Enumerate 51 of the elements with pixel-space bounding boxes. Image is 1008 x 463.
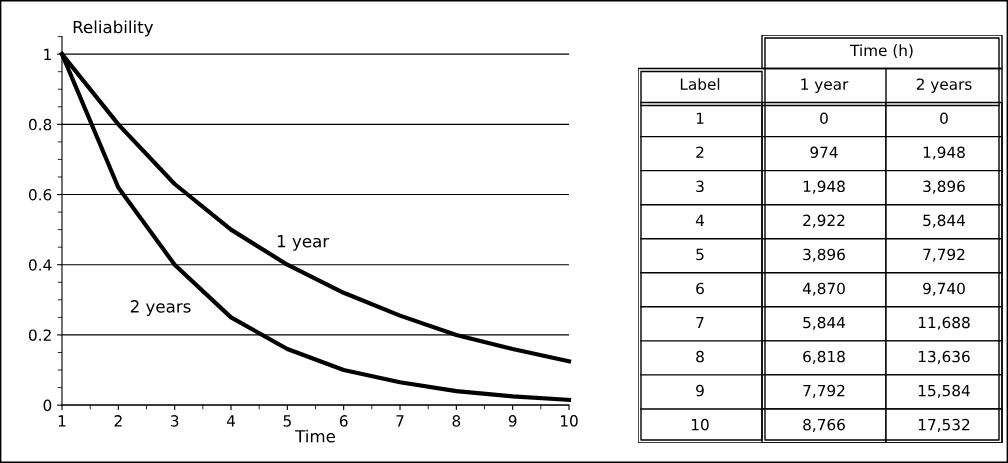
data-label: 11,688 (918, 316, 970, 330)
y-tick-label: 0.6 (28, 188, 52, 201)
x-tick-label: 10 (560, 415, 578, 427)
data-label: 4,870 (802, 282, 845, 296)
data-label: 2,922 (803, 214, 845, 228)
data-label: 974 (810, 146, 838, 159)
x-tick-label: 2 (114, 415, 122, 427)
y-tick-label: 0.4 (28, 259, 52, 271)
data-label: 3,896 (923, 180, 965, 194)
x-tick-label: 6 (339, 415, 348, 427)
data-label: 1,948 (923, 146, 965, 160)
data-label: 17,532 (918, 418, 970, 432)
data-label: 1,948 (803, 180, 845, 194)
data-label: 7,792 (923, 248, 965, 262)
y-tick-label: 7 (696, 316, 704, 329)
data-label: 8,766 (803, 418, 845, 432)
data-label: 13,636 (918, 350, 970, 364)
x-axis-title: Time (295, 429, 336, 443)
y-tick-label: 1 (696, 112, 704, 124)
x-tick-label: 9 (508, 415, 517, 427)
y-tick-label: 4 (695, 214, 704, 226)
x-tick-label: 4 (226, 415, 235, 427)
data-label: 3,896 (803, 248, 845, 262)
y-tick-label: 9 (696, 384, 704, 397)
series-label: 2 years (130, 300, 191, 316)
y-tick-label: 0.2 (28, 329, 51, 341)
data-label: 0 (940, 112, 948, 124)
data-label: 0 (820, 112, 828, 124)
y-tick-label: 8 (696, 350, 704, 363)
x-tick-label: 3 (170, 415, 179, 427)
data-label: 9,740 (923, 282, 965, 296)
y-tick-label: 1 (44, 48, 51, 60)
series-label: 1 year (277, 235, 330, 251)
y-tick-label: 0 (43, 399, 52, 412)
data-label: 5,844 (803, 316, 846, 330)
data-label: 5,844 (923, 214, 966, 228)
x-tick-label: 1 (58, 415, 66, 427)
data-label: 15,584 (918, 384, 970, 398)
y-tick-label: 6 (696, 282, 704, 295)
x-tick-label: 7 (396, 415, 404, 427)
data-label: 6,818 (803, 350, 845, 364)
data-label: 7,792 (803, 384, 845, 398)
text: Label (680, 78, 720, 90)
y-tick-label: 2 (696, 146, 704, 158)
y-tick-label: 0.8 (28, 118, 52, 131)
x-tick-label: 8 (452, 415, 461, 427)
y-axis-title: Reliability (73, 20, 154, 37)
x-tick-label: 5 (283, 415, 291, 427)
y-tick-label: 3 (696, 180, 704, 193)
y-tick-label: 5 (696, 248, 704, 261)
chart-title: Time (h) (850, 44, 913, 58)
